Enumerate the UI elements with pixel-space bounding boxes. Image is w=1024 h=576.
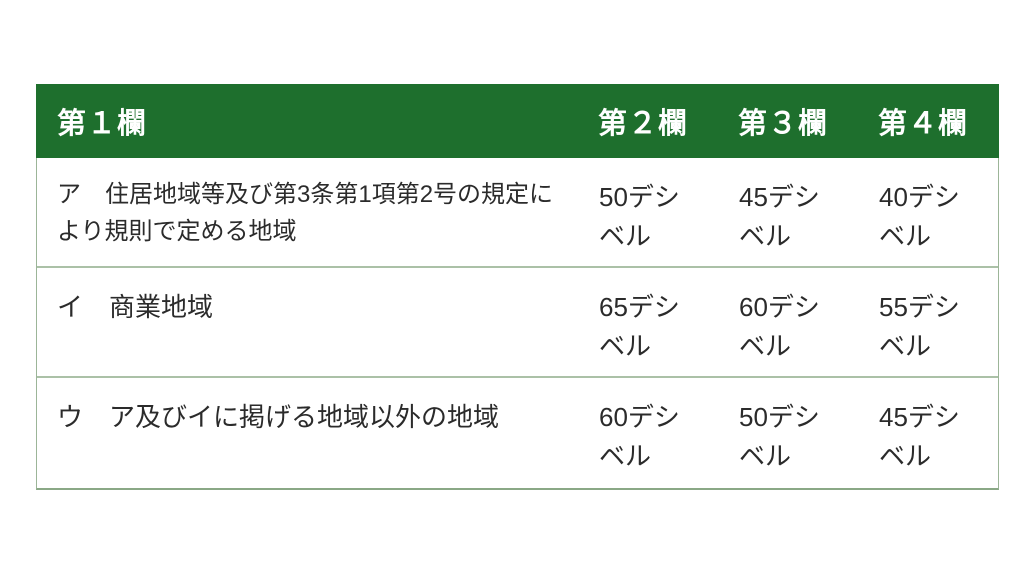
header-col-1: 第１欄	[57, 108, 148, 140]
value-cell-u-col3: 50デシベル	[739, 402, 820, 471]
header-col-3: 第３欄	[738, 108, 829, 140]
table-row-u: ウ ア及びイに掲げる地域以外の地域 60デシベル 50デシベル 45デシベル	[37, 378, 998, 488]
area-cell-u: ウ ア及びイに掲げる地域以外の地域	[57, 402, 500, 432]
table-row-i: イ 商業地域 65デシベル 60デシベル 55デシベル	[37, 268, 998, 378]
header-col-2: 第２欄	[598, 108, 689, 140]
table-body: ア 住居地域等及び第3条第1項第2号の規定により規則で定める地域 50デシベル …	[36, 158, 999, 490]
area-cell-a: ア 住居地域等及び第3条第1項第2号の規定により規則で定める地域	[57, 181, 554, 246]
value-cell-a-col2: 50デシベル	[599, 182, 680, 251]
value-cell-u-col2: 60デシベル	[599, 402, 680, 471]
value-cell-a-col3: 45デシベル	[739, 182, 820, 251]
value-cell-u-col4: 45デシベル	[879, 402, 960, 471]
value-cell-i-col3: 60デシベル	[739, 292, 820, 361]
noise-limit-table: 第１欄 第２欄 第３欄 第４欄 ア 住居地域等及び第3条第1項第2号の規定により…	[36, 84, 999, 490]
value-cell-i-col4: 55デシベル	[879, 292, 960, 361]
value-cell-a-col4: 40デシベル	[879, 182, 960, 251]
header-col-4: 第４欄	[878, 108, 969, 140]
value-cell-i-col2: 65デシベル	[599, 292, 680, 361]
table-header-row: 第１欄 第２欄 第３欄 第４欄	[36, 84, 999, 158]
table-row-a: ア 住居地域等及び第3条第1項第2号の規定により規則で定める地域 50デシベル …	[37, 158, 998, 268]
area-cell-i: イ 商業地域	[57, 292, 214, 322]
